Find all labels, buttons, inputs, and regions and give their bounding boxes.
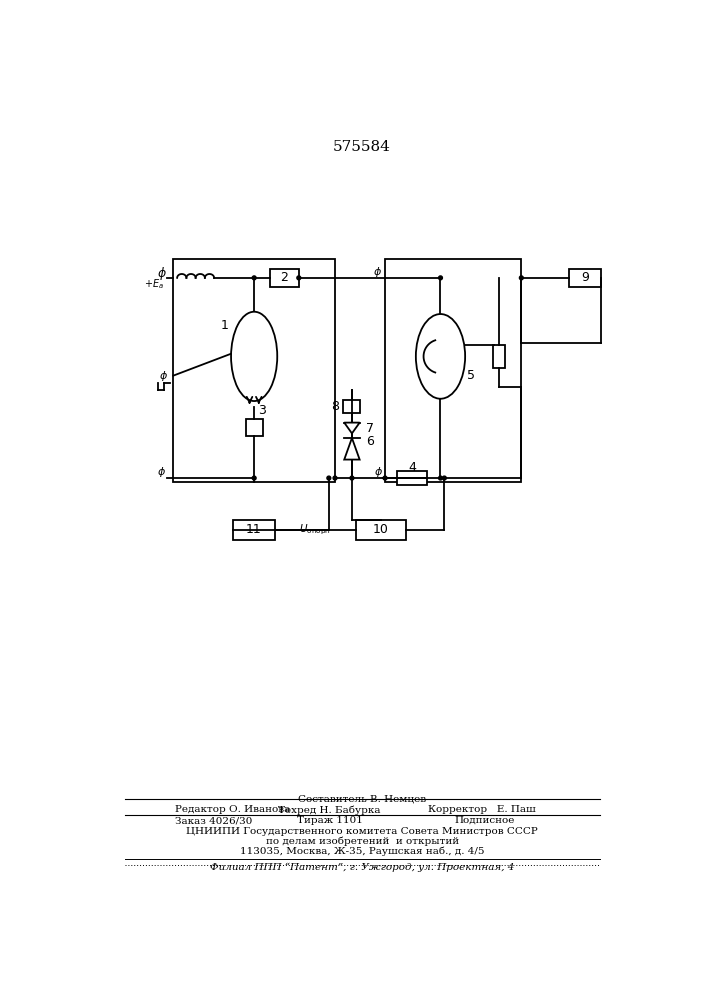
Circle shape bbox=[438, 476, 443, 480]
Bar bbox=[246, 419, 262, 436]
Text: 6: 6 bbox=[366, 435, 374, 448]
Text: Корректор   Е. Паш: Корректор Е. Паш bbox=[428, 805, 536, 814]
Text: $+E_a$: $+E_a$ bbox=[144, 277, 164, 291]
Text: $\phi$: $\phi$ bbox=[157, 465, 166, 479]
Polygon shape bbox=[344, 438, 360, 460]
Text: 4: 4 bbox=[408, 461, 416, 474]
Bar bbox=[569, 269, 602, 287]
Text: 2: 2 bbox=[280, 271, 288, 284]
Text: 8: 8 bbox=[332, 400, 339, 413]
Circle shape bbox=[252, 276, 256, 280]
Circle shape bbox=[333, 476, 337, 480]
Ellipse shape bbox=[416, 314, 465, 399]
Circle shape bbox=[350, 476, 354, 480]
Text: по делам изобретений  и открытий: по делам изобретений и открытий bbox=[266, 837, 459, 846]
Bar bbox=[269, 269, 299, 287]
Bar bbox=[344, 400, 361, 413]
Text: Тираж 1101: Тираж 1101 bbox=[297, 816, 363, 825]
Text: $U_{\rm \text{опорн}}$: $U_{\rm \text{опорн}}$ bbox=[300, 522, 332, 537]
Text: 575584: 575584 bbox=[333, 140, 391, 154]
Text: 1: 1 bbox=[221, 319, 229, 332]
Text: 3: 3 bbox=[258, 404, 266, 417]
Text: $\phi$: $\phi$ bbox=[373, 265, 382, 279]
Circle shape bbox=[297, 276, 300, 280]
Text: 9: 9 bbox=[581, 271, 589, 284]
Text: $\phi$: $\phi$ bbox=[159, 369, 168, 383]
Text: 7: 7 bbox=[366, 422, 374, 435]
Bar bbox=[356, 520, 406, 540]
Text: Редактор О. Иванова: Редактор О. Иванова bbox=[175, 805, 290, 814]
Bar bbox=[397, 471, 428, 485]
Text: 10: 10 bbox=[373, 523, 389, 536]
Text: $\phi$: $\phi$ bbox=[157, 265, 167, 282]
Text: Филиал ППП “Патент”, г. Ужгород, ул. Проектная, 4: Филиал ППП “Патент”, г. Ужгород, ул. Про… bbox=[210, 862, 515, 872]
Bar bbox=[385, 259, 521, 482]
Polygon shape bbox=[344, 423, 360, 433]
Text: Составитель В. Немцев: Составитель В. Немцев bbox=[298, 795, 426, 804]
Circle shape bbox=[383, 476, 387, 480]
Circle shape bbox=[327, 476, 331, 480]
Ellipse shape bbox=[231, 312, 277, 401]
Circle shape bbox=[520, 276, 523, 280]
Text: 5: 5 bbox=[467, 369, 475, 382]
Text: Подписное: Подписное bbox=[455, 816, 515, 825]
Text: 113035, Москва, Ж-35, Раушская наб., д. 4/5: 113035, Москва, Ж-35, Раушская наб., д. … bbox=[240, 847, 484, 856]
Bar bbox=[493, 345, 506, 368]
Bar bbox=[233, 520, 275, 540]
Text: 11: 11 bbox=[246, 523, 262, 536]
Bar bbox=[173, 259, 335, 482]
Circle shape bbox=[443, 476, 446, 480]
Text: $\phi$: $\phi$ bbox=[373, 465, 382, 479]
Text: Заказ 4026/30: Заказ 4026/30 bbox=[175, 816, 252, 825]
Text: ЦНИИПИ Государственного комитета Совета Министров СССР: ЦНИИПИ Государственного комитета Совета … bbox=[187, 827, 538, 836]
Text: Техред Н. Бабурка: Техред Н. Бабурка bbox=[279, 805, 381, 815]
Circle shape bbox=[252, 476, 256, 480]
Circle shape bbox=[438, 276, 443, 280]
